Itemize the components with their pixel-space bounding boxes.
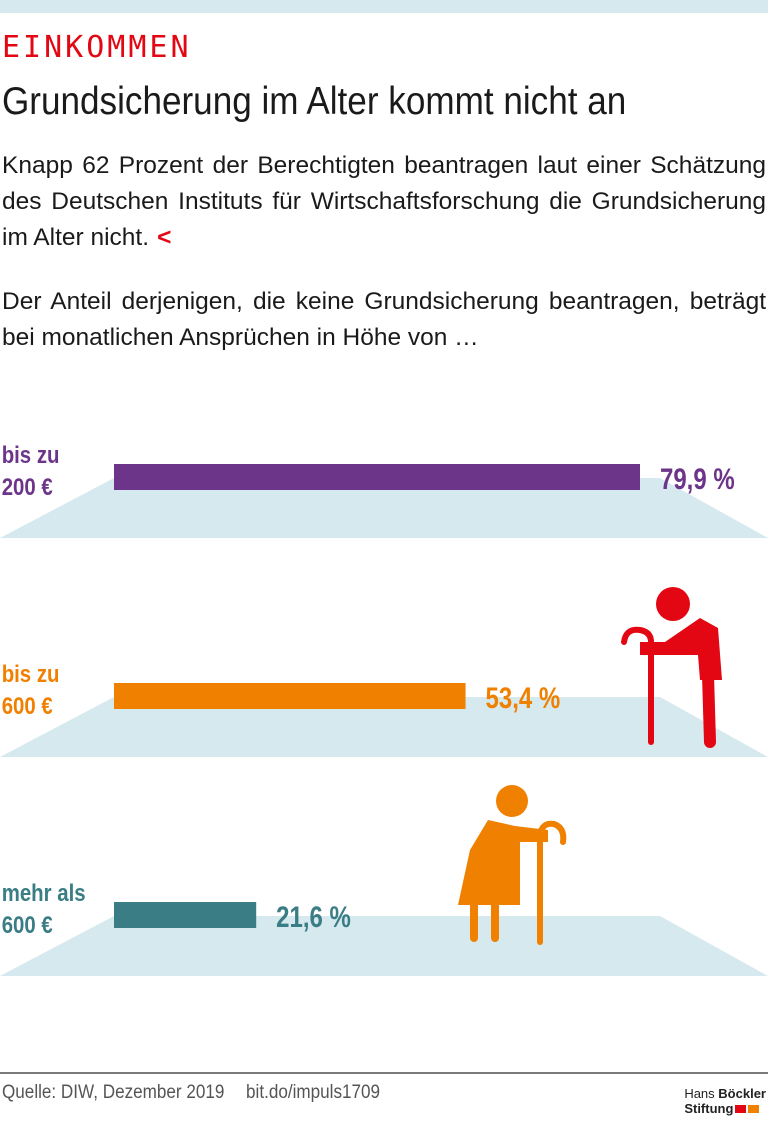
cane-handle (621, 626, 654, 645)
platform (0, 916, 768, 976)
bar (114, 683, 466, 709)
head (496, 785, 528, 817)
platform (0, 697, 768, 757)
source-link[interactable]: bit.do/impuls1709 (246, 1082, 381, 1103)
lead-text: Knapp 62 Prozent der Berechtigten beantr… (2, 148, 766, 256)
head (656, 587, 690, 621)
logo-red-square (735, 1105, 747, 1113)
logo-text-hans: Hans (684, 1086, 715, 1101)
data-label: 21,6 % (276, 899, 351, 933)
source-text: Quelle: DIW, Dezember 2019 (2, 1082, 225, 1103)
bar-row: 21,6 % mehr als 600 € (0, 879, 768, 976)
cane-handle (537, 820, 567, 845)
hans-boeckler-logo: Hans Böckler Stiftung (684, 1086, 766, 1116)
data-label: 79,9 % (660, 461, 735, 495)
logo-orange-square (748, 1105, 760, 1113)
bar-row: 53,4 % bis zu 600 € (0, 660, 768, 757)
bar (114, 464, 640, 490)
footer-divider (0, 1072, 768, 1074)
bar-row: 79,9 % bis zu 200 € (0, 441, 768, 538)
legs (702, 669, 716, 748)
dress (458, 820, 548, 905)
category-label: 600 € (2, 911, 53, 938)
lead-body: Knapp 62 Prozent der Berechtigten beantr… (2, 152, 766, 251)
back-arrow-icon: < (157, 224, 172, 251)
intro-text: Der Anteil derjenigen, die keine Grundsi… (2, 288, 766, 351)
category-label: 600 € (2, 692, 53, 719)
category-label: mehr als (2, 879, 86, 906)
torso (640, 618, 722, 680)
logo-text-boeckler: Böckler (718, 1086, 766, 1101)
source: Quelle: DIW, Dezember 2019 bit.do/impuls1… (2, 1082, 402, 1104)
kicker: EINKOMMEN (2, 30, 192, 65)
category-label: bis zu (2, 660, 60, 687)
category-label: 200 € (2, 473, 53, 500)
platform (0, 478, 768, 538)
top-band (0, 0, 768, 13)
elderly-man-icon (621, 587, 722, 748)
data-label: 53,4 % (486, 680, 561, 714)
page-title: Grundsicherung im Alter kommt nicht an (2, 80, 627, 123)
logo-text-stiftung: Stiftung (684, 1101, 734, 1116)
category-label: bis zu (2, 441, 60, 468)
elderly-woman-icon (458, 785, 567, 945)
bar (114, 902, 257, 928)
